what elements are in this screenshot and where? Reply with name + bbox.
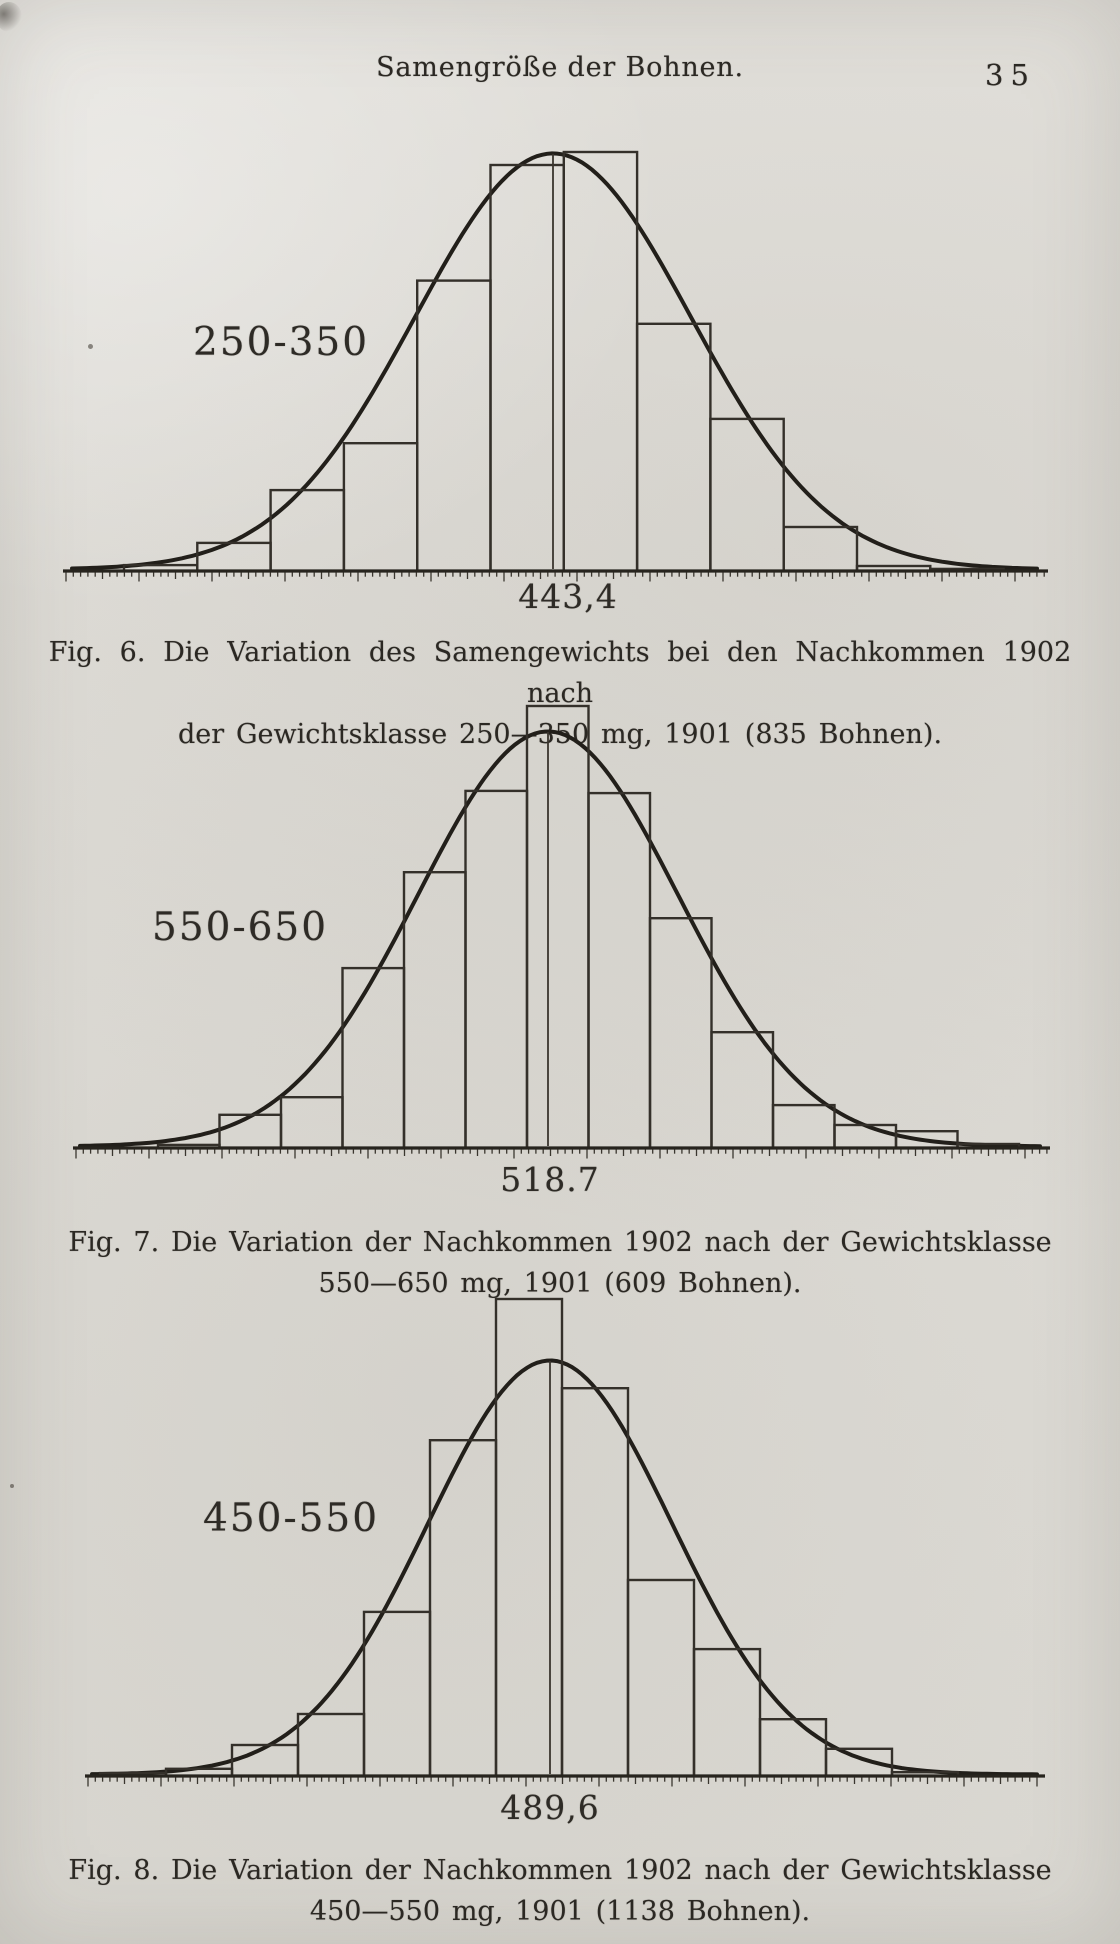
histogram-bar	[342, 442, 419, 573]
fig8-mean-value-label: 489,6	[500, 1788, 600, 1827]
scan-speckle	[88, 344, 93, 349]
fig7-caption-line-2: 550—650 mg, 1901 (609 Bohnen).	[318, 1268, 802, 1299]
normal-distribution-curve	[90, 1358, 1039, 1777]
fig7-caption: Fig. 7. Die Variation der Nachkommen 190…	[40, 1222, 1080, 1304]
histogram-bar	[635, 322, 712, 573]
fig7-parent-class-label: 550-650	[152, 905, 329, 950]
histogram-bar	[560, 1386, 630, 1778]
scan-speckle	[10, 1484, 14, 1488]
histogram-bar	[771, 1103, 836, 1150]
normal-distribution-curve	[78, 729, 1042, 1149]
fig6-caption-line-1: Fig. 6. Die Variation des Samengewichts …	[48, 637, 1072, 709]
page-number: 35	[985, 58, 1036, 92]
histogram-bar	[464, 789, 529, 1150]
fig7-histogram-chart	[73, 704, 1050, 1159]
histogram-bar	[782, 525, 859, 573]
scan-smudge-artifact	[0, 2, 22, 32]
histogram-bar	[416, 279, 492, 573]
page-header-title: Samengröße der Bohnen.	[376, 52, 744, 83]
histogram-bar	[525, 704, 590, 1150]
fig8-caption-line-1: Fig. 8. Die Variation der Nachkommen 190…	[68, 1855, 1052, 1886]
histogram-bar	[626, 1578, 696, 1778]
histogram-bar	[341, 966, 406, 1150]
histogram-bar	[362, 1610, 432, 1778]
fig7-mean-value-label: 518.7	[500, 1160, 600, 1199]
histogram-bar	[758, 1717, 828, 1778]
histogram-bar	[587, 791, 652, 1150]
histogram-bar	[269, 488, 346, 573]
fig8-caption-line-2: 450—550 mg, 1901 (1138 Bohnen).	[309, 1896, 811, 1927]
histogram-bar	[648, 917, 713, 1150]
fig8-parent-class-label: 450-550	[203, 1496, 380, 1541]
histogram-bar	[428, 1438, 498, 1778]
fig6-mean-value-label: 443,4	[518, 577, 618, 616]
histogram-bar	[402, 871, 467, 1150]
normal-distribution-curve	[70, 151, 1039, 571]
histogram-bar	[833, 1123, 898, 1150]
histogram-bar	[494, 1297, 564, 1778]
fig8-caption: Fig. 8. Die Variation der Nachkommen 190…	[40, 1850, 1080, 1932]
histogram-bar	[296, 1712, 366, 1778]
histogram-bar	[710, 1030, 775, 1150]
histogram-bar	[218, 1113, 283, 1150]
fig6-histogram-chart	[63, 150, 1048, 582]
fig7-caption-line-1: Fig. 7. Die Variation der Nachkommen 190…	[68, 1227, 1052, 1258]
fig6-parent-class-label: 250-350	[193, 320, 370, 365]
histogram-bar	[279, 1095, 344, 1150]
histogram-bar	[196, 541, 272, 573]
histogram-bar	[709, 417, 785, 573]
fig8-histogram-chart	[85, 1297, 1045, 1787]
histogram-bar	[562, 150, 639, 573]
